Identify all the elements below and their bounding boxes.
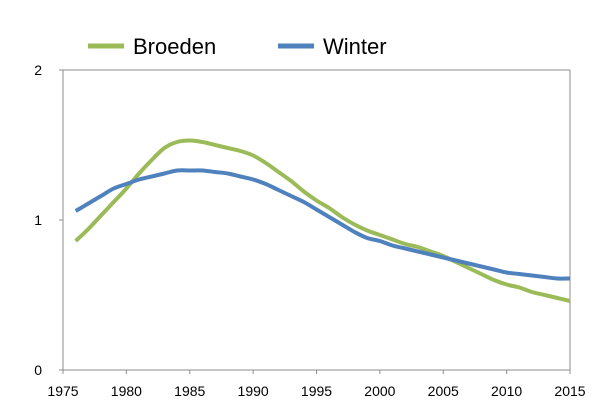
legend-label-winter: Winter <box>323 34 387 59</box>
x-tick-label: 1995 <box>301 383 332 399</box>
x-tick-label: 2015 <box>554 383 585 399</box>
x-tick-label: 2000 <box>364 383 395 399</box>
series-line-broeden <box>74 138 571 303</box>
x-tick-label: 1975 <box>47 383 78 399</box>
chart-series-layer <box>74 138 571 303</box>
legend-label-broeden: Broeden <box>133 34 216 59</box>
x-tick-label: 1990 <box>238 383 269 399</box>
y-tick-label: 2 <box>34 62 42 78</box>
x-tick-label: 2005 <box>428 383 459 399</box>
series-line-winter <box>74 168 571 281</box>
x-tick-label: 1980 <box>111 383 142 399</box>
chart-axes: 1975 1980 1985 1990 1995 2000 2005 2010 2015 0 1 2 <box>34 62 586 399</box>
x-tick-label: 2010 <box>491 383 522 399</box>
y-tick-label: 0 <box>34 362 42 378</box>
y-tick-label: 1 <box>34 212 42 228</box>
plot-area-border <box>62 69 571 371</box>
chart-legend: Broeden Winter <box>88 34 387 59</box>
x-tick-label: 1985 <box>174 383 205 399</box>
